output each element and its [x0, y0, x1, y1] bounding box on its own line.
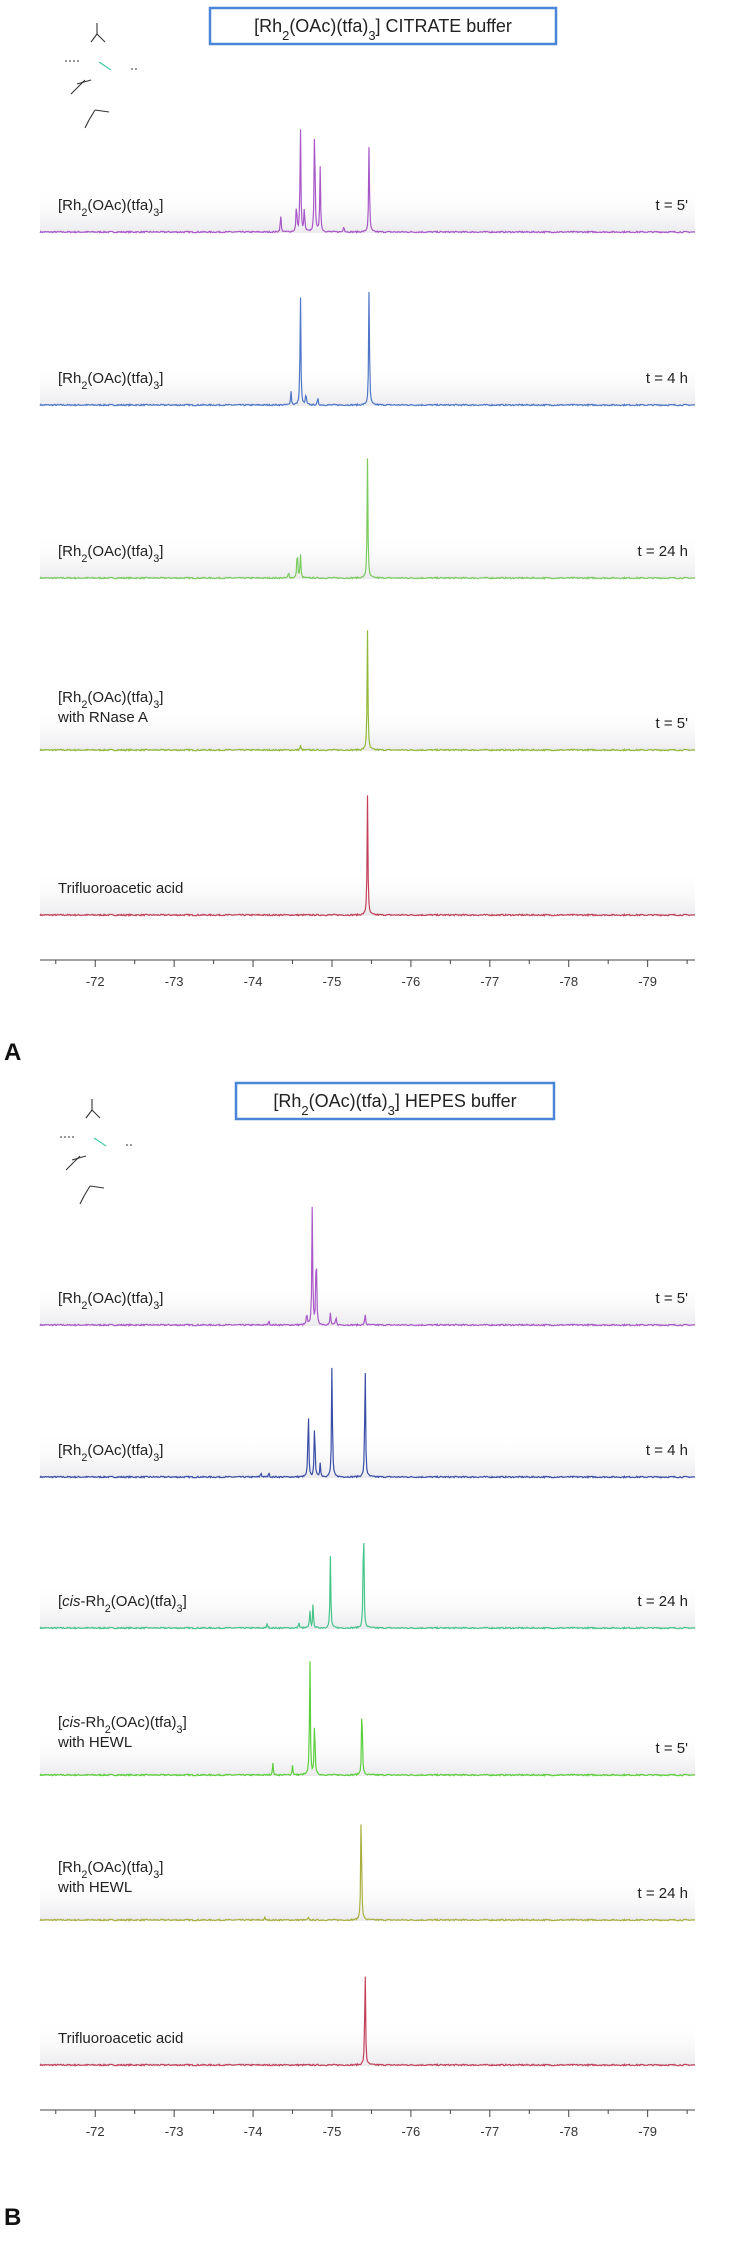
- trace-sublabel: with HEWL: [57, 1879, 132, 1896]
- time-label: t = 4 h: [646, 1442, 688, 1459]
- bond-line: [85, 1109, 93, 1119]
- bond-line: [89, 1185, 105, 1189]
- tick-label: -78: [559, 974, 578, 989]
- x-axis: -72 -73 -74 -75 -76 -77 -78 -79: [40, 2109, 695, 2139]
- time-label: t = 4 h: [646, 370, 688, 387]
- panel-letter: B: [4, 2204, 21, 2231]
- trace-sublabel: with HEWL: [57, 1734, 132, 1751]
- tick-label: -74: [244, 974, 263, 989]
- trace-shade: [40, 870, 695, 916]
- trace-shade: [40, 533, 695, 579]
- spectrum-line: [39, 1367, 696, 1479]
- bond-line: [76, 79, 92, 85]
- trace-label: Trifluoroacetic acid: [58, 2030, 183, 2047]
- spectrum-trace: [Rh2(OAc)(tfa)3] t = 5': [39, 1206, 696, 1327]
- trace-shade: [40, 1730, 695, 1776]
- spectrum-trace: [Rh2(OAc)(tfa)3] t = 4 h: [39, 292, 696, 407]
- trace-shade: [40, 1875, 695, 1921]
- panel-letter: A: [4, 1039, 21, 1066]
- panel-b: [Rh2(OAc)(tfa)3] HEPES buffer [Rh2(OAc)(t…: [4, 1081, 696, 2231]
- rh-complex-structure-icon: [65, 23, 139, 129]
- tick-label: -72: [86, 2124, 105, 2139]
- spectrum-trace: [cis-Rh2(OAc)(tfa)3]with HEWL t = 5': [39, 1661, 696, 1777]
- bond-line: [83, 1185, 91, 1197]
- tick-label: -79: [638, 2124, 657, 2139]
- trace-shade: [40, 1583, 695, 1629]
- time-label: t = 24 h: [638, 1885, 688, 1902]
- spectrum-trace: [Rh2(OAc)(tfa)3]with HEWL t = 24 h: [39, 1824, 696, 1922]
- tick-label: -72: [86, 974, 105, 989]
- trace-label: Trifluoroacetic acid: [58, 880, 183, 897]
- time-label: t = 5': [656, 1290, 689, 1307]
- time-label: t = 5': [656, 1740, 689, 1757]
- spectrum-trace: [cis-Rh2(OAc)(tfa)3] t = 24 h: [39, 1542, 696, 1630]
- bond-line: [79, 1195, 85, 1205]
- time-label: t = 24 h: [638, 543, 688, 560]
- spectrum-trace: [Rh2(OAc)(tfa)3]with RNase A t = 5': [39, 630, 696, 752]
- spectrum-line: [39, 1661, 696, 1777]
- spectrum-line: [39, 458, 696, 580]
- bond-line: [94, 109, 110, 113]
- panel-title: [Rh2(OAc)(tfa)3] CITRATE buffer: [254, 16, 512, 43]
- tick-label: -77: [480, 2124, 499, 2139]
- tick-label: -75: [323, 2124, 342, 2139]
- spectrum-line: [39, 630, 696, 752]
- bond-line: [84, 119, 90, 129]
- trace-label: [Rh2(OAc)(tfa)3]: [58, 370, 163, 392]
- spectrum-line: [39, 795, 696, 917]
- title-box: [208, 6, 558, 46]
- tick-label: -74: [244, 2124, 263, 2139]
- bond-line: [91, 1109, 101, 1119]
- tick-label: -78: [559, 2124, 578, 2139]
- tick-label: -75: [323, 974, 342, 989]
- spectrum-trace: [Rh2(OAc)(tfa)3] t = 5': [39, 129, 696, 234]
- trace-label: [cis-Rh2(OAc)(tfa)3]: [58, 1714, 187, 1736]
- spectrum-trace: [Rh2(OAc)(tfa)3] t = 4 h: [39, 1367, 696, 1479]
- spectrum-line: [39, 129, 696, 234]
- trace-shade: [40, 1280, 695, 1326]
- time-label: t = 5': [656, 197, 689, 214]
- spectrum-trace: Trifluoroacetic acid: [39, 1976, 696, 2067]
- trace-label: [Rh2(OAc)(tfa)3]: [58, 689, 163, 711]
- tick-label: -76: [402, 974, 421, 989]
- time-label: t = 24 h: [638, 1593, 688, 1610]
- panel-a: [Rh2(OAc)(tfa)3] CITRATE buffer [Rh2(OAc)…: [4, 6, 696, 1066]
- trace-label: [Rh2(OAc)(tfa)3]: [58, 1859, 163, 1881]
- bond-line: [71, 1155, 87, 1161]
- tick-label: -79: [638, 974, 657, 989]
- spectrum-line: [39, 1824, 696, 1922]
- trace-label: [Rh2(OAc)(tfa)3]: [58, 1290, 163, 1312]
- bond-line: [96, 33, 106, 43]
- trace-label: [cis-Rh2(OAc)(tfa)3]: [58, 1593, 187, 1615]
- bond-line: [88, 109, 96, 121]
- tick-label: -76: [402, 2124, 421, 2139]
- spectrum-trace: [Rh2(OAc)(tfa)3] t = 24 h: [39, 458, 696, 580]
- trace-label: [Rh2(OAc)(tfa)3]: [58, 197, 163, 219]
- tick-label: -73: [165, 2124, 184, 2139]
- bond-line: [90, 33, 98, 43]
- trace-label: [Rh2(OAc)(tfa)3]: [58, 543, 163, 565]
- x-axis: -72 -73 -74 -75 -76 -77 -78 -79: [40, 959, 695, 989]
- spectrum-line: [39, 1976, 696, 2067]
- tick-label: -73: [165, 974, 184, 989]
- time-label: t = 5': [656, 715, 689, 732]
- spectrum-line: [39, 1542, 696, 1630]
- spectrum-line: [39, 1206, 696, 1327]
- rh-complex-structure-icon: [60, 1099, 134, 1205]
- trace-label: [Rh2(OAc)(tfa)3]: [58, 1442, 163, 1464]
- panel-title: [Rh2(OAc)(tfa)3] HEPES buffer: [273, 1091, 516, 1118]
- trace-shade: [40, 705, 695, 751]
- bond-line: [93, 1137, 107, 1147]
- bond-line: [98, 61, 112, 71]
- spectrum-line: [39, 292, 696, 407]
- trace-sublabel: with RNase A: [57, 709, 148, 726]
- title-box: [234, 1081, 556, 1121]
- spectrum-trace: Trifluoroacetic acid: [39, 795, 696, 917]
- tick-label: -77: [480, 974, 499, 989]
